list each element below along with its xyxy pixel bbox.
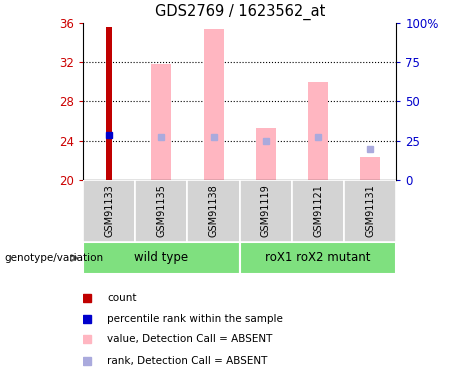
Text: GSM91138: GSM91138 — [208, 184, 219, 237]
Bar — [308, 82, 328, 180]
Text: roX1 roX2 mutant: roX1 roX2 mutant — [266, 251, 371, 264]
Bar — [106, 27, 112, 180]
Bar — [292, 180, 344, 242]
Bar — [83, 180, 135, 242]
Title: GDS2769 / 1623562_at: GDS2769 / 1623562_at — [154, 3, 325, 20]
Text: GSM91131: GSM91131 — [365, 184, 375, 237]
Bar — [240, 242, 396, 274]
Text: percentile rank within the sample: percentile rank within the sample — [107, 314, 283, 324]
Text: GSM91121: GSM91121 — [313, 184, 323, 237]
Text: GSM91119: GSM91119 — [261, 184, 271, 237]
Bar — [151, 64, 171, 180]
Bar — [135, 180, 188, 242]
Text: GSM91133: GSM91133 — [104, 184, 114, 237]
Text: value, Detection Call = ABSENT: value, Detection Call = ABSENT — [107, 334, 272, 344]
Text: genotype/variation: genotype/variation — [5, 253, 104, 263]
Bar — [240, 180, 292, 242]
Bar — [188, 180, 240, 242]
Bar — [256, 128, 276, 180]
Bar — [361, 158, 380, 180]
Text: rank, Detection Call = ABSENT: rank, Detection Call = ABSENT — [107, 356, 267, 366]
Text: count: count — [107, 293, 136, 303]
Bar — [344, 180, 396, 242]
Bar — [204, 29, 224, 180]
Text: GSM91135: GSM91135 — [156, 184, 166, 237]
Text: wild type: wild type — [134, 251, 189, 264]
Bar — [83, 242, 240, 274]
